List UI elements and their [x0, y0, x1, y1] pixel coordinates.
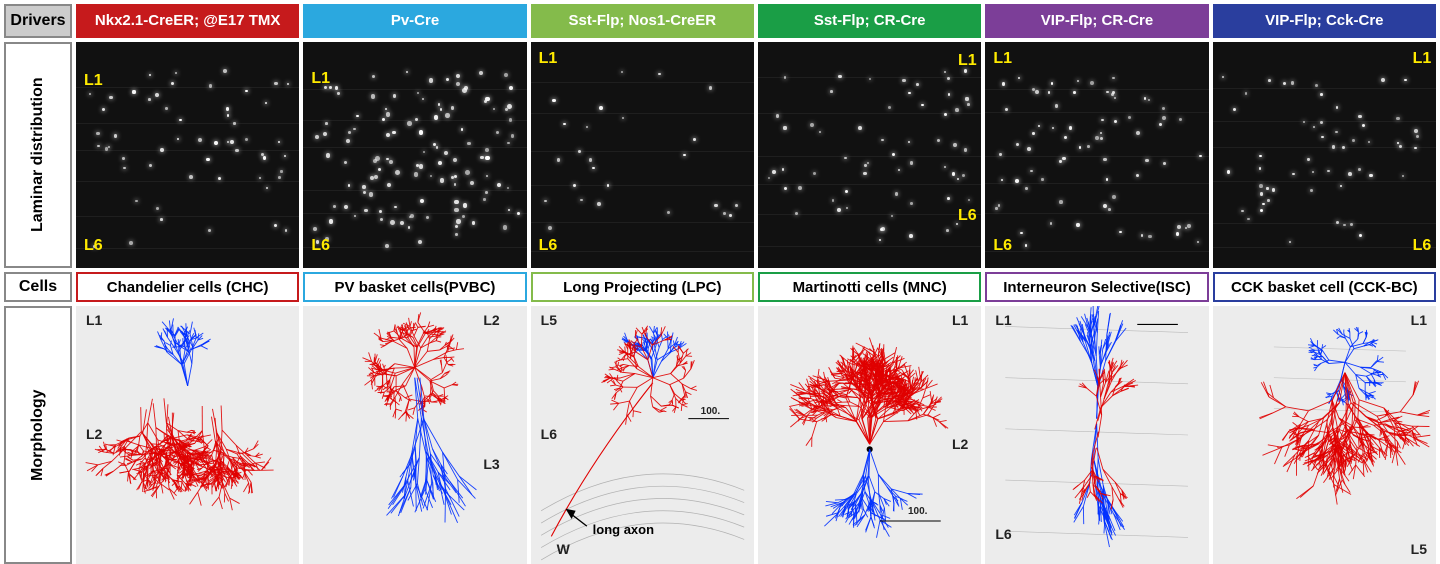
laminar-row-label: Laminar distribution — [4, 42, 72, 268]
figure-grid: Drivers Nkx2.1-CreER; @E17 TMX Pv-Cre Ss… — [0, 0, 1440, 559]
micrograph-5: L1L6 — [1213, 42, 1436, 268]
driver-header-4: VIP-Flp; CR-Cre — [985, 4, 1208, 38]
morph-row-label: Morphology — [4, 306, 72, 564]
morph-4: L1L6 — [985, 306, 1208, 564]
micrograph-2: L1L6 — [531, 42, 754, 268]
micrograph-3: L1L6 — [758, 42, 981, 268]
micrograph-4: L1L6 — [985, 42, 1208, 268]
cell-label-1: PV basket cells(PVBC) — [303, 272, 526, 302]
morph-0: L1L2 — [76, 306, 299, 564]
cell-label-2: Long Projecting (LPC) — [531, 272, 754, 302]
cell-label-4: Interneuron Selective(ISC) — [985, 272, 1208, 302]
cell-label-3: Martinotti cells (MNC) — [758, 272, 981, 302]
morph-1: L2L3 — [303, 306, 526, 564]
drivers-row-label: Drivers — [4, 4, 72, 38]
morph-2: L5L6Wlong axon100. — [531, 306, 754, 564]
driver-header-0: Nkx2.1-CreER; @E17 TMX — [76, 4, 299, 38]
morph-5: L1L5 — [1213, 306, 1436, 564]
micrograph-1: L1L6 — [303, 42, 526, 268]
cell-label-5: CCK basket cell (CCK-BC) — [1213, 272, 1436, 302]
driver-header-2: Sst-Flp; Nos1-CreER — [531, 4, 754, 38]
cells-row-label: Cells — [4, 272, 72, 302]
driver-header-1: Pv-Cre — [303, 4, 526, 38]
driver-header-5: VIP-Flp; Cck-Cre — [1213, 4, 1436, 38]
cell-label-0: Chandelier cells (CHC) — [76, 272, 299, 302]
micrograph-0: L1L6 — [76, 42, 299, 268]
morph-3: L1L2100. — [758, 306, 981, 564]
driver-header-3: Sst-Flp; CR-Cre — [758, 4, 981, 38]
